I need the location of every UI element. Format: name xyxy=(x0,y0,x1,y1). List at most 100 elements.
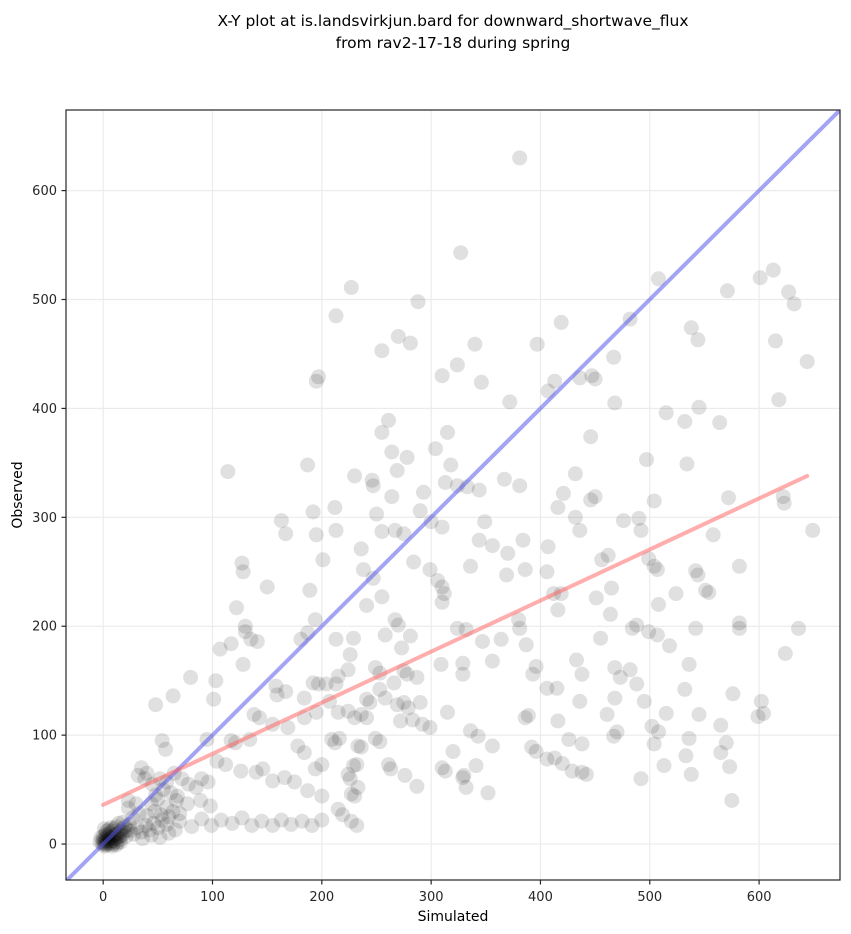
scatter-point xyxy=(113,823,129,839)
scatter-point xyxy=(350,738,366,754)
scatter-point xyxy=(400,700,416,716)
scatter-point xyxy=(399,666,415,682)
scatter-point xyxy=(791,620,806,636)
scatter-point xyxy=(237,624,253,640)
scatter-point xyxy=(152,830,168,845)
scatter-point xyxy=(353,541,369,557)
scatter-point xyxy=(493,631,509,647)
scatter-point xyxy=(342,647,358,663)
y-axis-label: Observed xyxy=(10,461,26,528)
scatter-point xyxy=(100,835,115,851)
scatter-point xyxy=(328,522,344,538)
scatter-point xyxy=(367,660,383,676)
scatter-point xyxy=(311,676,326,692)
scatter-point xyxy=(296,690,312,706)
scatter-point xyxy=(622,662,638,678)
scatter-point xyxy=(434,594,450,610)
y-tick-label: 100 xyxy=(32,729,57,744)
scatter-point xyxy=(539,680,555,696)
scatter-point xyxy=(203,818,219,833)
scatter-point xyxy=(731,558,747,574)
scatter-point xyxy=(606,728,622,744)
scatter-point xyxy=(163,785,179,801)
scatter-point xyxy=(365,478,381,494)
scatter-point xyxy=(355,562,371,578)
scatter-point xyxy=(95,832,111,848)
scatter-point xyxy=(108,826,124,842)
scatter-point xyxy=(776,495,792,511)
scatter-point xyxy=(677,681,693,697)
scatter-point xyxy=(168,793,184,808)
scatter-point xyxy=(713,745,729,761)
scatter-point xyxy=(467,336,483,352)
scatter-point xyxy=(115,821,131,837)
x-tick-label: 300 xyxy=(419,890,444,905)
scatter-point xyxy=(771,392,787,408)
scatter-point xyxy=(646,558,662,574)
scatter-point xyxy=(374,524,390,539)
scatter-point xyxy=(554,756,570,771)
scatter-point xyxy=(578,766,594,782)
scatter-point xyxy=(410,294,426,310)
scatter-point xyxy=(646,493,662,509)
scatter-point xyxy=(133,824,149,840)
scatter-point xyxy=(353,707,369,722)
scatter-point xyxy=(683,766,699,782)
scatter-point xyxy=(574,736,590,752)
scatter-point xyxy=(234,555,250,571)
scatter-point xyxy=(328,631,344,647)
scatter-point xyxy=(387,522,403,538)
scatter-point xyxy=(564,763,580,779)
scatter-point xyxy=(681,656,697,672)
scatter-point xyxy=(528,659,544,674)
scatter-point xyxy=(340,766,356,782)
scatter-point xyxy=(381,757,396,773)
overlay-lines xyxy=(66,110,840,880)
scatter-point xyxy=(359,710,375,726)
scatter-point xyxy=(449,357,465,373)
scatter-point xyxy=(574,764,590,780)
scatter-point xyxy=(372,681,388,697)
one-to-one-line xyxy=(66,110,840,880)
scatter-point xyxy=(414,716,430,732)
scatter-point xyxy=(188,779,204,795)
scatter-point xyxy=(148,787,164,803)
scatter-point xyxy=(172,806,188,822)
scatter-point xyxy=(604,580,619,596)
scatter-point xyxy=(235,656,251,672)
scatter-point xyxy=(252,710,267,726)
scatter-point xyxy=(234,810,250,826)
scatter-point xyxy=(649,562,665,578)
x-tick-label: 400 xyxy=(528,890,553,905)
plot-area-border xyxy=(65,109,841,881)
scatter-point xyxy=(126,826,142,842)
scatter-point xyxy=(583,492,599,508)
x-tick-label: 600 xyxy=(747,890,772,905)
scatter-point xyxy=(280,720,296,735)
scatter-point xyxy=(777,646,793,661)
scatter-point xyxy=(805,522,821,538)
scatter-point xyxy=(528,744,544,759)
scatter-point xyxy=(174,771,190,787)
scatter-point xyxy=(631,510,647,526)
scatter-point xyxy=(278,526,294,542)
scatter-point xyxy=(606,349,622,365)
scatter-point xyxy=(278,684,294,700)
scatter-point xyxy=(346,758,361,774)
scatter-point xyxy=(547,750,563,766)
scatter-point xyxy=(327,735,343,751)
scatter-point xyxy=(98,837,114,853)
scatter-point xyxy=(518,637,534,653)
scatter-point xyxy=(721,490,736,506)
chart-title-line-1: X-Y plot at is.landsvirkjun.bard for dow… xyxy=(217,12,689,30)
scatter-point xyxy=(170,788,185,804)
scatter-point xyxy=(100,827,115,843)
scatter-point xyxy=(265,773,281,789)
scatter-point xyxy=(193,793,208,808)
scatter-point xyxy=(624,620,640,636)
scatter-point xyxy=(372,734,388,750)
scatter-point xyxy=(765,262,781,278)
scatter-point xyxy=(786,296,802,312)
scatter-point xyxy=(112,832,128,848)
